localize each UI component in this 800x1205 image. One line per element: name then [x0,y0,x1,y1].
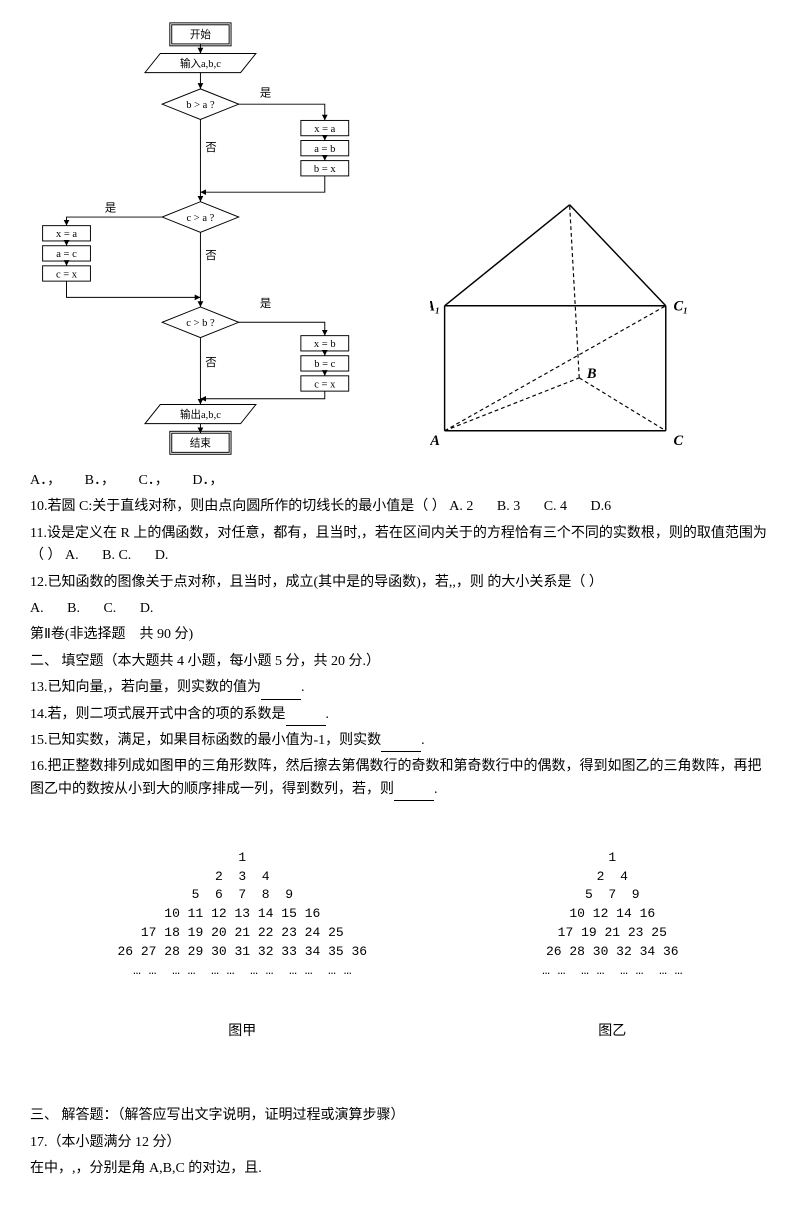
svg-text:b > a ?: b > a ? [186,100,215,111]
section-2-title: 第Ⅱ卷(非选择题 共 90 分) [30,624,770,646]
svg-text:B: B [586,366,597,382]
q12-opt-b: B. [67,601,80,616]
q9-opt-b: B．， [85,473,115,488]
svg-text:a = b: a = b [314,144,335,155]
q12-opt-c: C. [103,601,116,616]
fill-heading: 二、 填空题（本大题共 4 小题，每小题 5 分，共 20 分.） [30,651,770,673]
blank-13 [261,685,301,700]
question-17-head: 17.（本小题满分 12 分） [30,1132,770,1154]
svg-text:否: 否 [205,357,216,369]
q11-opt-d: D. [155,548,169,563]
q10-opt-a: A. 2 [449,499,473,514]
caption-yi: 图乙 [542,1022,682,1042]
q11-opt-c: C. [118,548,131,563]
question-15: 15.已知实数，满足，如果目标函数的最小值为-1，则实数. [30,730,770,752]
q10-opt-b: B. 3 [497,499,520,514]
triangle-jia: 1 2 3 4 5 6 7 8 9 10 11 12 13 14 15 16 1… [117,811,367,1080]
blank-16 [394,786,434,801]
q10-opt-c: C. 4 [544,499,567,514]
svg-text:x = a: x = a [56,229,77,240]
svg-text:是: 是 [260,297,272,310]
q10-opt-d: D.6 [591,499,612,514]
svg-text:B₁: B₁ [564,200,580,201]
question-13: 13.已知向量,，若向量，则实数的值为. [30,677,770,699]
svg-text:C₁: C₁ [673,299,688,315]
svg-text:b = x: b = x [314,164,336,175]
svg-text:A: A [430,433,440,449]
svg-text:是: 是 [260,87,272,100]
question-14: 14.若，则二项式展开式中含的项的系数是. [30,704,770,726]
flowchart-figure: 开始输入a,b,c b > a ? x = a a = b b = x c > a ? x … [30,20,390,460]
question-17-body: 在中，,，分别是角 A,B,C 的对边，且. [30,1158,770,1180]
question-16: 16.把正整数排列成如图甲的三角形数阵，然后擦去第偶数行的奇数和第奇数行中的偶数… [30,756,770,801]
svg-text:c = x: c = x [314,379,336,390]
question-10: 10.若圆 C:关于直线对称，则由点向圆所作的切线长的最小值是（ ） A. 2 … [30,496,770,518]
prism-figure: A₁ B₁ C₁ A B C [430,200,690,450]
svg-text:否: 否 [205,142,216,154]
q9-opt-d: D．， [192,473,223,488]
svg-text:x = a: x = a [314,124,335,135]
svg-text:输出a,b,c: 输出a,b,c [180,408,221,421]
q11-opt-a: A. [65,548,79,563]
svg-text:C: C [673,433,683,449]
blank-14 [286,711,326,726]
q12-opt-d: D. [140,601,154,616]
svg-text:c = x: c = x [56,269,78,280]
svg-text:x = b: x = b [314,339,336,350]
question-11: 11.设是定义在 R 上的偶函数，对任意，都有，且当时,，若在区间内关于的方程恰… [30,523,770,568]
svg-text:b = c: b = c [314,359,335,370]
q9-opt-a: A．， [30,473,61,488]
q11-opt-b: B. [102,548,115,563]
question-9-options: A．， B．， C．， D．， [30,470,770,492]
question-12: 12.已知函数的图像关于点对称，且当时，成立(其中是的导函数)，若,,，则 的大… [30,572,770,621]
q9-opt-c: C．， [138,473,168,488]
answer-heading: 三、 解答题：（解答应写出文字说明，证明过程或演算步骤） [30,1105,770,1127]
svg-text:结束: 结束 [190,437,212,450]
blank-15 [381,737,421,752]
svg-text:是: 是 [105,201,117,214]
caption-jia: 图甲 [117,1022,367,1042]
svg-text:c > a ?: c > a ? [187,213,215,224]
triangle-arrays: 1 2 3 4 5 6 7 8 9 10 11 12 13 14 15 16 1… [30,811,770,1080]
svg-text:输入a,b,c: 输入a,b,c [180,57,221,70]
svg-text:a = c: a = c [56,249,77,260]
svg-text:c > b ?: c > b ? [186,318,215,329]
svg-text:否: 否 [205,250,216,262]
svg-text:A₁: A₁ [430,299,440,315]
triangle-yi: 1 2 4 5 7 9 10 12 14 16 17 19 21 23 25 2… [542,811,682,1080]
svg-text:开始: 开始 [190,28,212,41]
q12-opt-a: A. [30,601,44,616]
